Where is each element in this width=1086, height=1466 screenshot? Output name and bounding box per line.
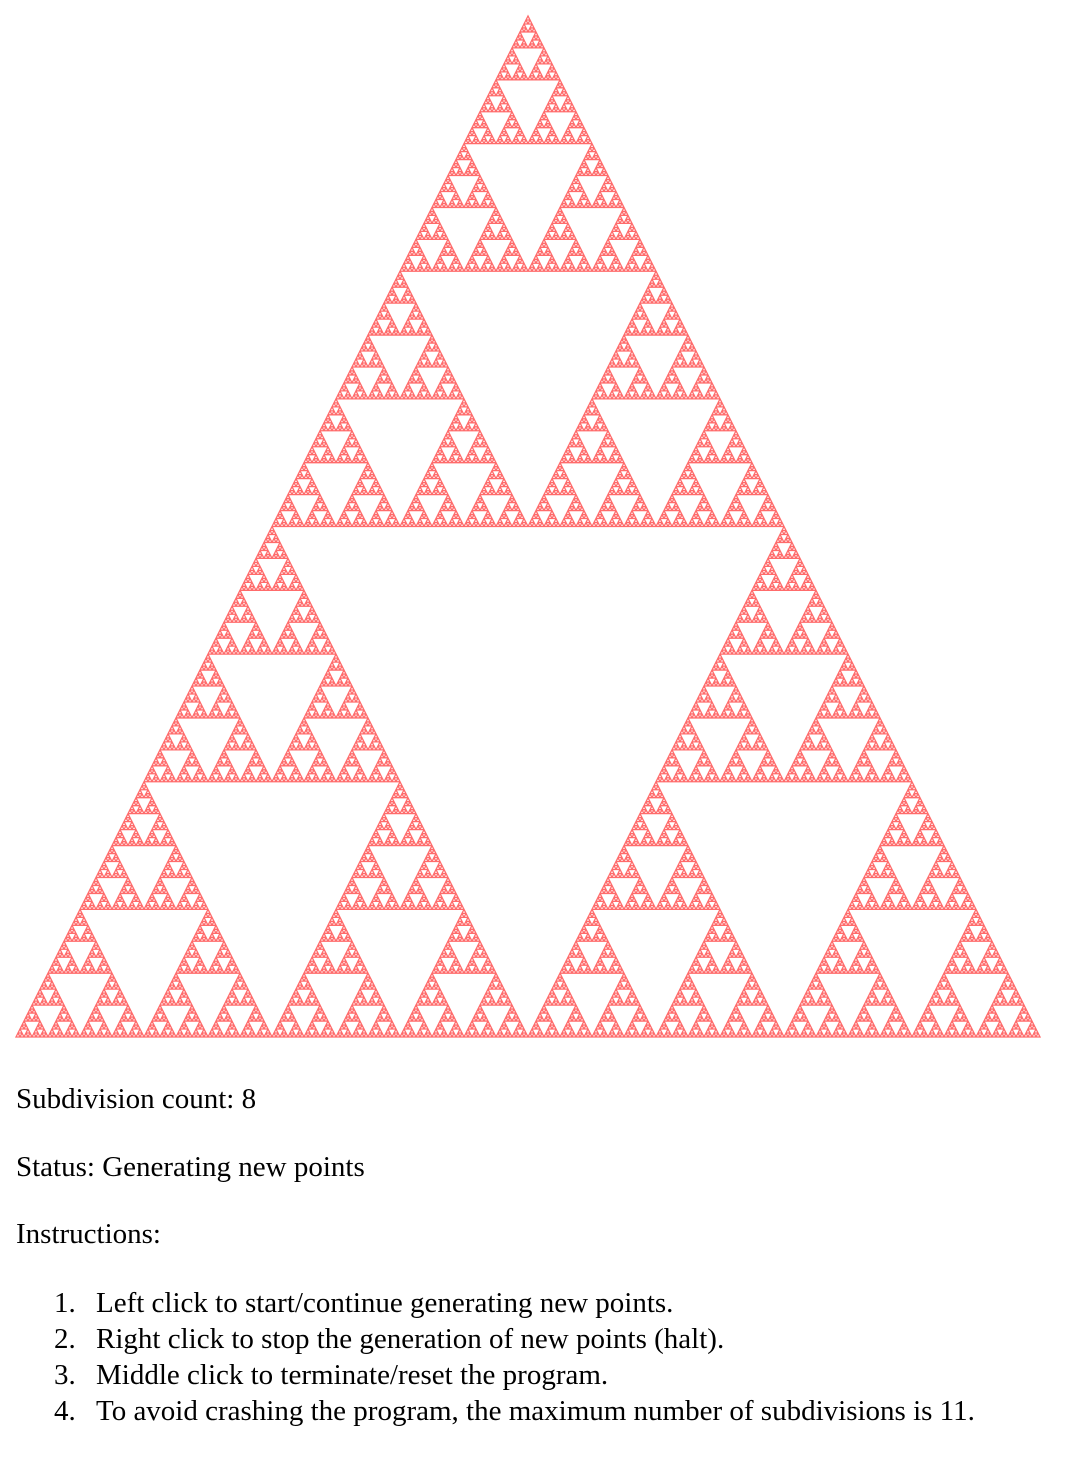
instruction-text: Left click to start/continue generating …	[96, 1287, 674, 1319]
instruction-number: 2.	[54, 1323, 76, 1355]
instruction-text: To avoid crashing the program, the maxim…	[96, 1395, 975, 1427]
instruction-item: 3. Middle click to terminate/reset the pr…	[16, 1357, 975, 1393]
instruction-number: 4.	[54, 1395, 76, 1427]
status: Status: Generating new points	[16, 1150, 365, 1184]
subdivision-count-value: 8	[241, 1083, 257, 1115]
instruction-number: 3.	[54, 1359, 76, 1391]
status-label: Status:	[16, 1151, 95, 1183]
subdivision-count: Subdivision count: 8	[16, 1082, 256, 1116]
instruction-item: 1. Left click to start/continue generatin…	[16, 1285, 975, 1321]
gasket-triangles	[14, 14, 1042, 1038]
drawing-canvas[interactable]	[0, 0, 1086, 1050]
instruction-text: Middle click to terminate/reset the prog…	[96, 1359, 609, 1391]
instruction-text: Right click to stop the generation of ne…	[96, 1323, 725, 1355]
subdivision-count-label: Subdivision count:	[16, 1083, 235, 1115]
status-value: Generating new points	[102, 1151, 365, 1183]
instruction-item: 2. Right click to stop the generation of …	[16, 1321, 975, 1357]
instruction-number: 1.	[54, 1287, 76, 1319]
instruction-item: 4. To avoid crashing the program, the max…	[16, 1393, 975, 1429]
instructions-list: 1. Left click to start/continue generatin…	[16, 1285, 975, 1429]
gasket-path	[14, 14, 1042, 1038]
sierpinski-gasket	[14, 14, 1042, 1038]
instructions-heading: Instructions:	[16, 1218, 161, 1250]
